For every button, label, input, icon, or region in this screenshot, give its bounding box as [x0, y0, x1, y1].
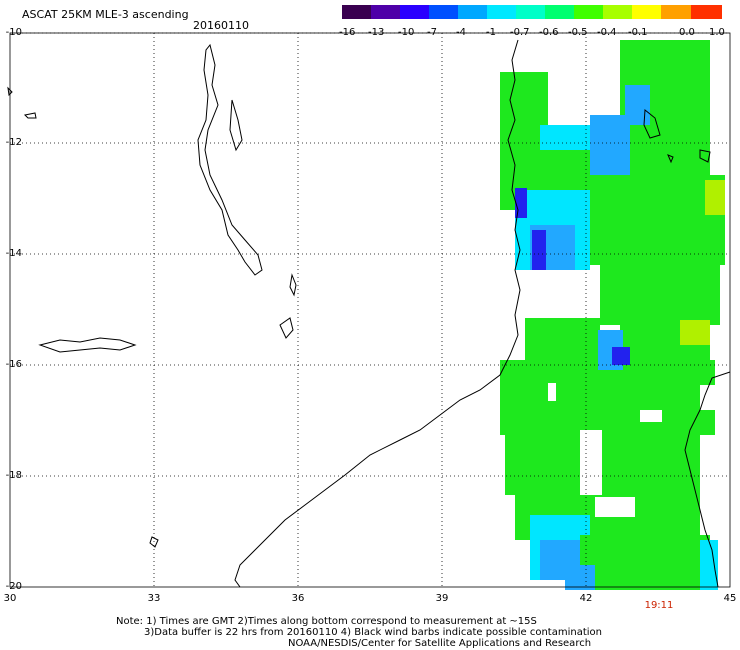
colorbar-seg-7: [516, 5, 545, 19]
colorbar-seg-13: [691, 5, 722, 19]
lat-label-14s: -14: [5, 248, 22, 259]
note-line-1: Note: 1) Times are GMT 2)Times along bot…: [116, 616, 537, 627]
colorbar-label-13: 1.0: [709, 27, 725, 38]
map-frame: [9, 32, 731, 588]
lon-label-45: 45: [723, 593, 737, 604]
colorbar-seg-10: [603, 5, 632, 19]
colorbar-seg-11: [632, 5, 661, 19]
lat-label-20s: -20: [5, 581, 22, 592]
colorbar-label-1: -16: [339, 27, 356, 38]
colorbar-label-7: -0.7: [510, 27, 530, 38]
lat-label-18s: -18: [5, 470, 22, 481]
pass-time-label: 19:11: [644, 600, 674, 611]
colorbar-seg-9: [574, 5, 603, 19]
lon-label-39: 39: [435, 593, 449, 604]
wind-data-swath: [500, 40, 725, 590]
colorbar-seg-6: [487, 5, 516, 19]
lat-label-12s: -12: [5, 137, 22, 148]
note-line-2: 3)Data buffer is 22 hrs from 20160110 4)…: [144, 627, 602, 638]
colorbar-label-12: 0.0: [679, 27, 695, 38]
colorbar-label-11: -0.1: [628, 27, 648, 38]
colorbar-seg-8: [545, 5, 574, 19]
colorbar-label-3: -10: [398, 27, 415, 38]
colorbar-seg-3: [400, 5, 429, 19]
graticule: [10, 32, 730, 587]
colorbar-seg-5: [458, 5, 487, 19]
colorbar-seg-4: [429, 5, 458, 19]
colorbar-label-10: -0.4: [597, 27, 617, 38]
product-title: ASCAT 25KM MLE-3 ascending: [22, 8, 189, 21]
colorbar-label-6: -1: [486, 27, 496, 38]
colorbar-seg-2: [371, 5, 400, 19]
colorbar-seg-12: [661, 5, 691, 19]
lon-label-33: 33: [147, 593, 161, 604]
colorbar-label-9: -0.5: [568, 27, 588, 38]
note-line-3: NOAA/NESDIS/Center for Satellite Applica…: [288, 638, 592, 649]
colorbar-label-4: -7: [427, 27, 437, 38]
colorbar-label-8: -0.6: [539, 27, 559, 38]
lon-label-42: 42: [579, 593, 593, 604]
colorbar: [342, 5, 722, 19]
lat-label-10s: -10: [5, 27, 22, 38]
colorbar-label-2: -13: [368, 27, 385, 38]
lon-label-30: 30: [3, 593, 17, 604]
colorbar-label-5: -4: [456, 27, 466, 38]
lat-label-16s: -16: [5, 359, 22, 370]
coastline: [7, 39, 731, 588]
lon-label-36: 36: [291, 593, 305, 604]
product-date: 20160110: [193, 19, 249, 32]
colorbar-seg-1: [342, 5, 371, 19]
